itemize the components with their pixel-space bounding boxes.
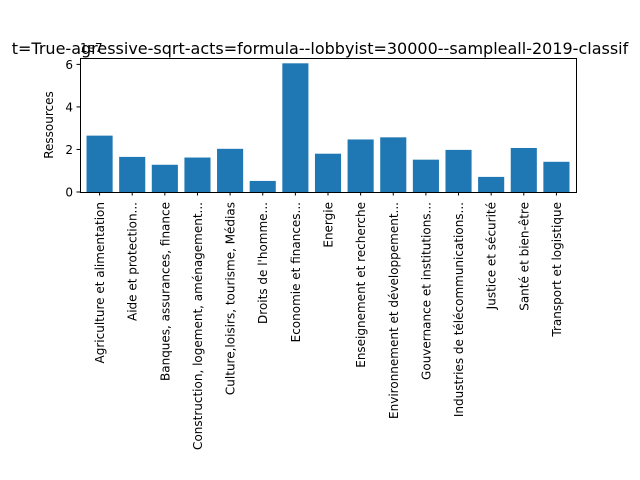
bar-11 xyxy=(412,159,439,192)
bar-14 xyxy=(510,147,537,192)
bar-5 xyxy=(217,148,244,192)
y-tick-label: 6 xyxy=(65,58,73,72)
bar-7 xyxy=(282,63,309,192)
x-tick-label: Aide et protection... xyxy=(126,202,140,321)
bar-6 xyxy=(249,180,276,192)
x-tick-label: Energie xyxy=(322,202,336,248)
y-axis-ticks: 0 2 4 6 xyxy=(65,58,80,200)
x-tick-label: Enseignement et recherche xyxy=(354,202,368,368)
x-axis-ticks: Agriculture et alimentation Aide et prote… xyxy=(93,192,564,450)
bar-1 xyxy=(86,135,113,192)
x-tick-label: Agriculture et alimentation xyxy=(93,202,107,363)
y-tick-label: 0 xyxy=(65,186,73,200)
bar-9 xyxy=(347,139,374,192)
bar-4 xyxy=(184,157,211,192)
bar-10 xyxy=(380,137,407,192)
axis-offset-text: 1e7 xyxy=(80,41,103,55)
x-tick-label: Environnement et développement... xyxy=(387,202,401,419)
y-axis-label: Ressources xyxy=(42,91,56,159)
bar-15 xyxy=(543,161,570,192)
bars-group xyxy=(86,63,570,192)
x-tick-label: Transport et logistique xyxy=(550,202,564,338)
bar-12 xyxy=(445,149,472,192)
chart-title: t=True-agressive-sqrt-acts=formula--lobb… xyxy=(12,39,629,58)
bar-2 xyxy=(119,156,146,192)
bar-13 xyxy=(478,176,505,192)
bar-3 xyxy=(151,164,178,192)
x-tick-label: Industries de télécommunications... xyxy=(452,202,466,417)
y-tick-label: 4 xyxy=(65,100,73,114)
x-tick-label: Construction, logement, aménagement... xyxy=(191,202,205,450)
y-tick-label: 2 xyxy=(65,143,73,157)
x-tick-label: Santé et bien-être xyxy=(517,202,531,311)
bar-8 xyxy=(314,153,342,192)
plot-frame xyxy=(80,58,577,193)
x-tick-label: Economie et finances... xyxy=(289,202,303,342)
x-tick-label: Justice et sécurité xyxy=(485,202,499,310)
x-tick-label: Droits de l'homme... xyxy=(256,202,270,324)
x-tick-label: Banques, assurances, finance xyxy=(158,202,172,381)
x-tick-label: Gouvernance et institutions... xyxy=(419,202,433,380)
x-tick-label: Culture,loisirs, tourisme, Médias xyxy=(224,202,238,395)
